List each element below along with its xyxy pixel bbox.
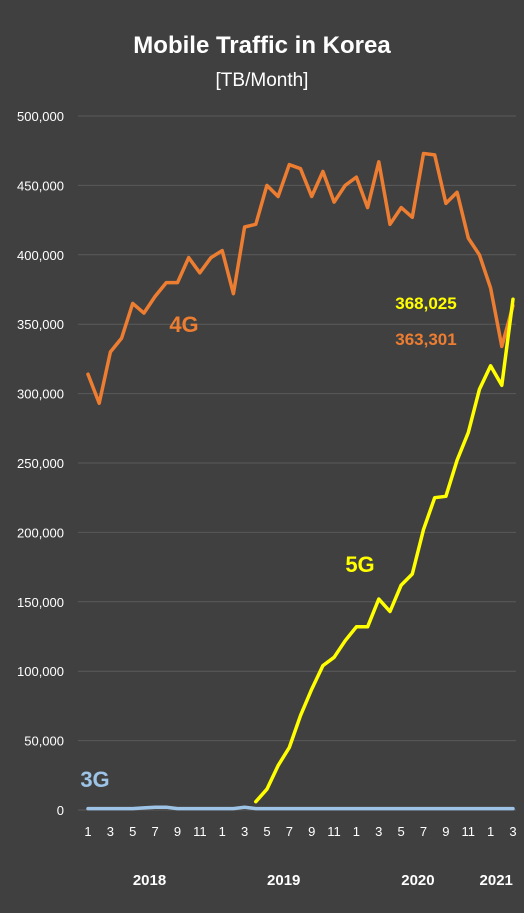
y-tick-label: 500,000 [17, 109, 64, 124]
x-tick-label: 3 [107, 824, 114, 839]
year-label: 2019 [267, 872, 300, 889]
y-tick-label: 100,000 [17, 664, 64, 679]
year-label: 2018 [133, 872, 166, 889]
x-tick-label: 5 [398, 824, 405, 839]
chart-title: Mobile Traffic in Korea [133, 32, 391, 59]
x-tick-label: 7 [151, 824, 158, 839]
x-tick-label: 11 [327, 824, 341, 839]
x-tick-label: 5 [129, 824, 136, 839]
y-tick-label: 200,000 [17, 525, 64, 540]
value-annotation-4g: 363,301 [395, 330, 456, 349]
year-label: 2020 [401, 872, 434, 889]
y-tick-label: 50,000 [24, 734, 64, 749]
series-label-5g: 5G [345, 552, 374, 577]
x-tick-label: 11 [462, 824, 476, 839]
x-tick-label: 1 [353, 824, 360, 839]
x-tick-label: 1 [487, 824, 494, 839]
series-line-5g [254, 297, 515, 804]
y-tick-label: 150,000 [17, 595, 64, 610]
x-tick-label: 7 [286, 824, 293, 839]
x-tick-label: 9 [174, 824, 181, 839]
year-label: 2021 [480, 872, 513, 889]
chart-subtitle: [TB/Month] [215, 70, 309, 91]
y-tick-label: 250,000 [17, 456, 64, 471]
x-tick-label: 3 [375, 824, 382, 839]
value-annotation-5g: 368,025 [395, 294, 456, 313]
y-tick-label: 300,000 [17, 387, 64, 402]
x-tick-label: 11 [193, 824, 207, 839]
x-tick-label: 3 [241, 824, 248, 839]
y-tick-label: 0 [57, 803, 64, 818]
series-label-4g: 4G [169, 312, 198, 337]
y-tick-label: 350,000 [17, 317, 64, 332]
x-tick-label: 3 [509, 824, 516, 839]
series-line-3g [86, 805, 515, 811]
x-tick-label: 9 [442, 824, 449, 839]
x-tick-label: 1 [219, 824, 226, 839]
x-tick-label: 1 [84, 824, 91, 839]
series-label-3g: 3G [80, 767, 109, 792]
y-tick-label: 400,000 [17, 248, 64, 263]
x-tick-label: 5 [263, 824, 270, 839]
y-tick-label: 450,000 [17, 178, 64, 193]
x-tick-label: 9 [308, 824, 315, 839]
x-tick-label: 7 [420, 824, 427, 839]
series-line-4g [86, 151, 515, 406]
